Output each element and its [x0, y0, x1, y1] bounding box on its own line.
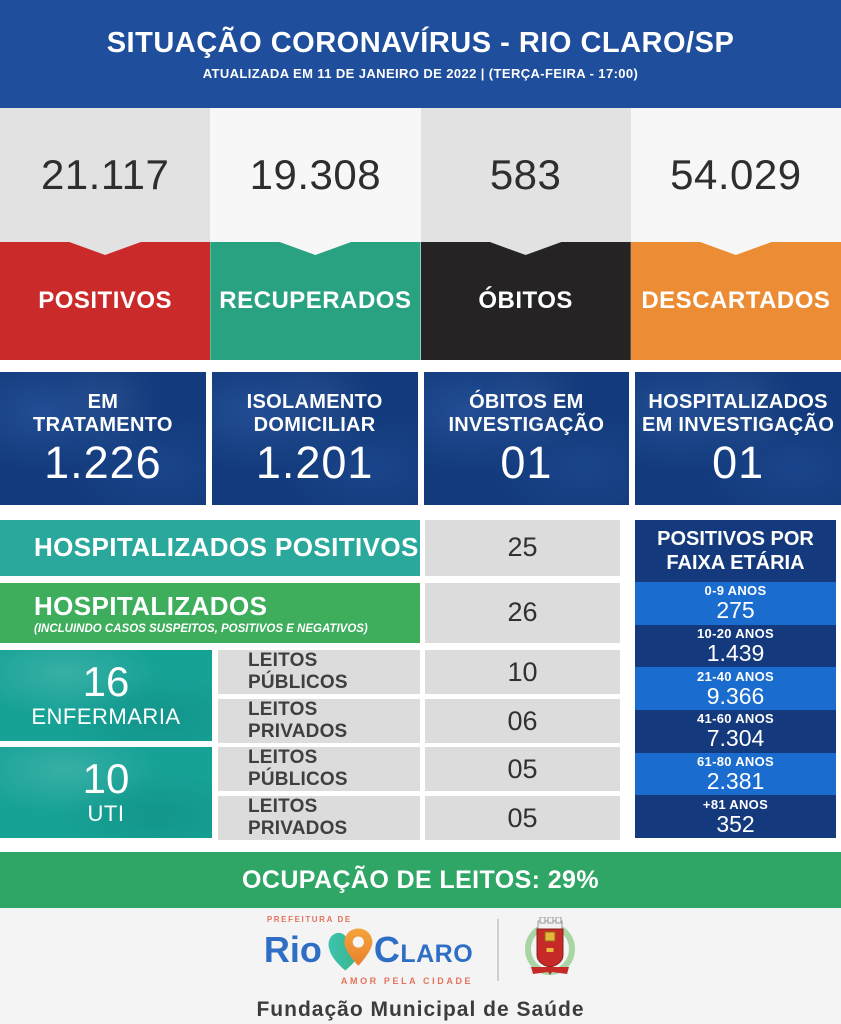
age-value: 275	[716, 597, 755, 624]
age-label: 0-9 ANOS	[704, 583, 767, 599]
table-row: LEITOS PÚBLICOS 05	[218, 747, 620, 791]
recuperados-label: RECUPERADOS	[210, 242, 421, 360]
hospitalizados-positivos-bar: HOSPITALIZADOS POSITIVOS	[0, 520, 420, 576]
table-row: LEITOS PÚBLICOS 10	[218, 650, 620, 694]
summary-card-obitos: 583 ÓBITOS	[420, 108, 631, 360]
positivos-value: 21.117	[40, 151, 170, 198]
age-row-10-20: 10-20 ANOS 1.439	[635, 624, 836, 668]
obitos-label: ÓBITOS	[420, 242, 631, 360]
crown	[537, 916, 563, 929]
hospitalization-section: HOSPITALIZADOS POSITIVOS 25 HOSPITALIZAD…	[0, 520, 841, 840]
hospitalizados-investigacao-value: 01	[712, 436, 765, 488]
update-timestamp: ATUALIZADA EM 11 DE JANEIRO DE 2022 | (T…	[202, 66, 639, 81]
descartados-value: 54.029	[670, 151, 802, 198]
page-title: SITUAÇÃO CORONAVÍRUS - RIO CLARO/SP	[106, 27, 735, 59]
isolamento-label: ISOLAMENTO DOMICILIAR	[246, 390, 383, 436]
organization-name: Fundação Municipal de Saúde	[256, 997, 585, 1021]
hospitalizados-positivos-value: 25	[425, 520, 620, 576]
age-row-81plus: +81 ANOS 352	[635, 795, 836, 839]
uti-count: 10	[82, 755, 130, 802]
age-label: 21-40 ANOS	[697, 668, 774, 684]
summary-card-recuperados: 19.308 RECUPERADOS	[210, 108, 421, 360]
coat-of-arms-icon	[523, 916, 577, 984]
hospitalizados-positivos-label: HOSPITALIZADOS POSITIVOS	[34, 532, 419, 563]
recuperados-value: 19.308	[249, 151, 382, 198]
summary-card-descartados: 54.029 DESCARTADOS	[630, 108, 841, 360]
hospitalizados-bar: HOSPITALIZADOS (INCLUINDO CASOS SUSPEITO…	[0, 582, 420, 643]
summary-card-positivos: 21.117 POSITIVOS	[0, 108, 211, 360]
age-value: 2.381	[706, 767, 765, 794]
bed-group-uti: 10 UTI LEITOS PÚBLICOS 05 LEITOS PRIVADO…	[0, 747, 620, 840]
age-panel: POSITIVOS POR FAIXA ETÁRIA 0-9 ANOS 275 …	[635, 520, 836, 839]
age-label: 10-20 ANOS	[697, 625, 774, 641]
descartados-label: DESCARTADOS	[630, 242, 841, 360]
hospitalizados-label: HOSPITALIZADOS	[34, 590, 268, 621]
isolamento-value: 1.201	[255, 436, 374, 488]
age-row-0-9: 0-9 ANOS 275	[635, 582, 836, 625]
bed-group-enfermaria: 16 ENFERMARIA LEITOS PÚBLICOS 10 LEITOS …	[0, 650, 620, 743]
uti-block: 10 UTI	[0, 747, 212, 838]
enfermaria-name: ENFERMARIA	[31, 704, 181, 729]
table-row: LEITOS PRIVADOS 06	[218, 699, 620, 743]
heart-pin-icon	[321, 926, 377, 974]
logo-text-claro: Claro	[373, 929, 474, 970]
age-row-61-80: 61-80 ANOS 2.381	[635, 752, 836, 796]
uti-rows: LEITOS PÚBLICOS 05 LEITOS PRIVADOS 05	[218, 747, 620, 840]
uti-name: UTI	[87, 801, 125, 826]
em-tratamento-label: EM TRATAMENTO	[33, 390, 173, 436]
em-tratamento-value: 1.226	[44, 436, 162, 488]
positivos-label: POSITIVOS	[0, 242, 211, 360]
summary-cards: 21.117 POSITIVOS 19.308 RECUPERADOS 583 …	[0, 108, 841, 360]
prefeitura-pretitle: PREFEITURA DE	[266, 915, 352, 924]
obitos-investigacao-value: 01	[500, 436, 553, 488]
row-hospitalizados: HOSPITALIZADOS (INCLUINDO CASOS SUSPEITO…	[0, 582, 620, 643]
age-row-21-40: 21-40 ANOS 9.366	[635, 667, 836, 711]
age-value: 352	[716, 810, 755, 837]
obitos-value: 583	[489, 151, 562, 198]
occupancy-bar: OCUPAÇÃO DE LEITOS: 29%	[0, 852, 841, 908]
leitos-privados-label: LEITOS PRIVADOS	[218, 796, 420, 840]
age-label: +81 ANOS	[702, 796, 769, 812]
status-box-isolamento: ISOLAMENTO DOMICILIAR 1.201	[211, 372, 418, 505]
footer: PREFEITURA DE Rio	[0, 908, 841, 1024]
leitos-privados-value: 05	[425, 796, 620, 840]
obitos-investigacao-label: ÓBITOS EM INVESTIGAÇÃO	[448, 390, 605, 436]
status-boxes: EM TRATAMENTO 1.226 ISOLAMENTO DOMICILIA…	[0, 372, 841, 505]
leitos-publicos-value: 05	[425, 747, 620, 791]
age-label: 41-60 ANOS	[697, 711, 774, 727]
hospitalization-table: HOSPITALIZADOS POSITIVOS 25 HOSPITALIZAD…	[0, 520, 620, 840]
hospitalizados-sublabel: (INCLUINDO CASOS SUSPEITOS, POSITIVOS E …	[34, 622, 368, 635]
logo-text-rio: Rio	[263, 929, 322, 970]
bed-groups: 16 ENFERMARIA LEITOS PÚBLICOS 10 LEITOS …	[0, 650, 620, 840]
header: SITUAÇÃO CORONAVÍRUS - RIO CLARO/SP ATUA…	[0, 0, 841, 108]
logo-tagline: AMOR PELA CIDADE	[340, 976, 474, 986]
rio-claro-logo: PREFEITURA DE Rio	[263, 915, 474, 986]
leitos-publicos-label: LEITOS PÚBLICOS	[218, 747, 420, 791]
leitos-privados-label: LEITOS PRIVADOS	[218, 699, 420, 743]
enfermaria-block: 16 ENFERMARIA	[0, 650, 212, 741]
age-row-41-60: 41-60 ANOS 7.304	[635, 710, 836, 753]
age-value: 1.439	[706, 639, 765, 666]
status-box-obitos-investigacao: ÓBITOS EM INVESTIGAÇÃO 01	[423, 372, 630, 505]
table-row: LEITOS PRIVADOS 05	[218, 796, 620, 840]
age-value: 7.304	[706, 725, 765, 752]
hospitalizados-value: 26	[425, 582, 620, 643]
enfermaria-count: 16	[82, 658, 130, 705]
row-hospitalizados-positivos: HOSPITALIZADOS POSITIVOS 25	[0, 520, 620, 576]
leitos-publicos-label: LEITOS PÚBLICOS	[218, 650, 420, 694]
footer-divider	[497, 919, 500, 981]
status-box-hospitalizados-investigacao: HOSPITALIZADOS EM INVESTIGAÇÃO 01	[635, 372, 841, 505]
age-value: 9.366	[706, 682, 765, 709]
age-panel-title: POSITIVOS POR FAIXA ETÁRIA	[635, 520, 836, 582]
status-box-em-tratamento: EM TRATAMENTO 1.226	[0, 372, 206, 505]
hospitalizados-investigacao-label: HOSPITALIZADOS EM INVESTIGAÇÃO	[641, 390, 835, 436]
footer-brand-row: PREFEITURA DE Rio	[263, 915, 577, 986]
age-label: 61-80 ANOS	[697, 753, 774, 769]
enfermaria-rows: LEITOS PÚBLICOS 10 LEITOS PRIVADOS 06	[218, 650, 620, 743]
leitos-privados-value: 06	[425, 699, 620, 743]
leitos-publicos-value: 10	[425, 650, 620, 694]
